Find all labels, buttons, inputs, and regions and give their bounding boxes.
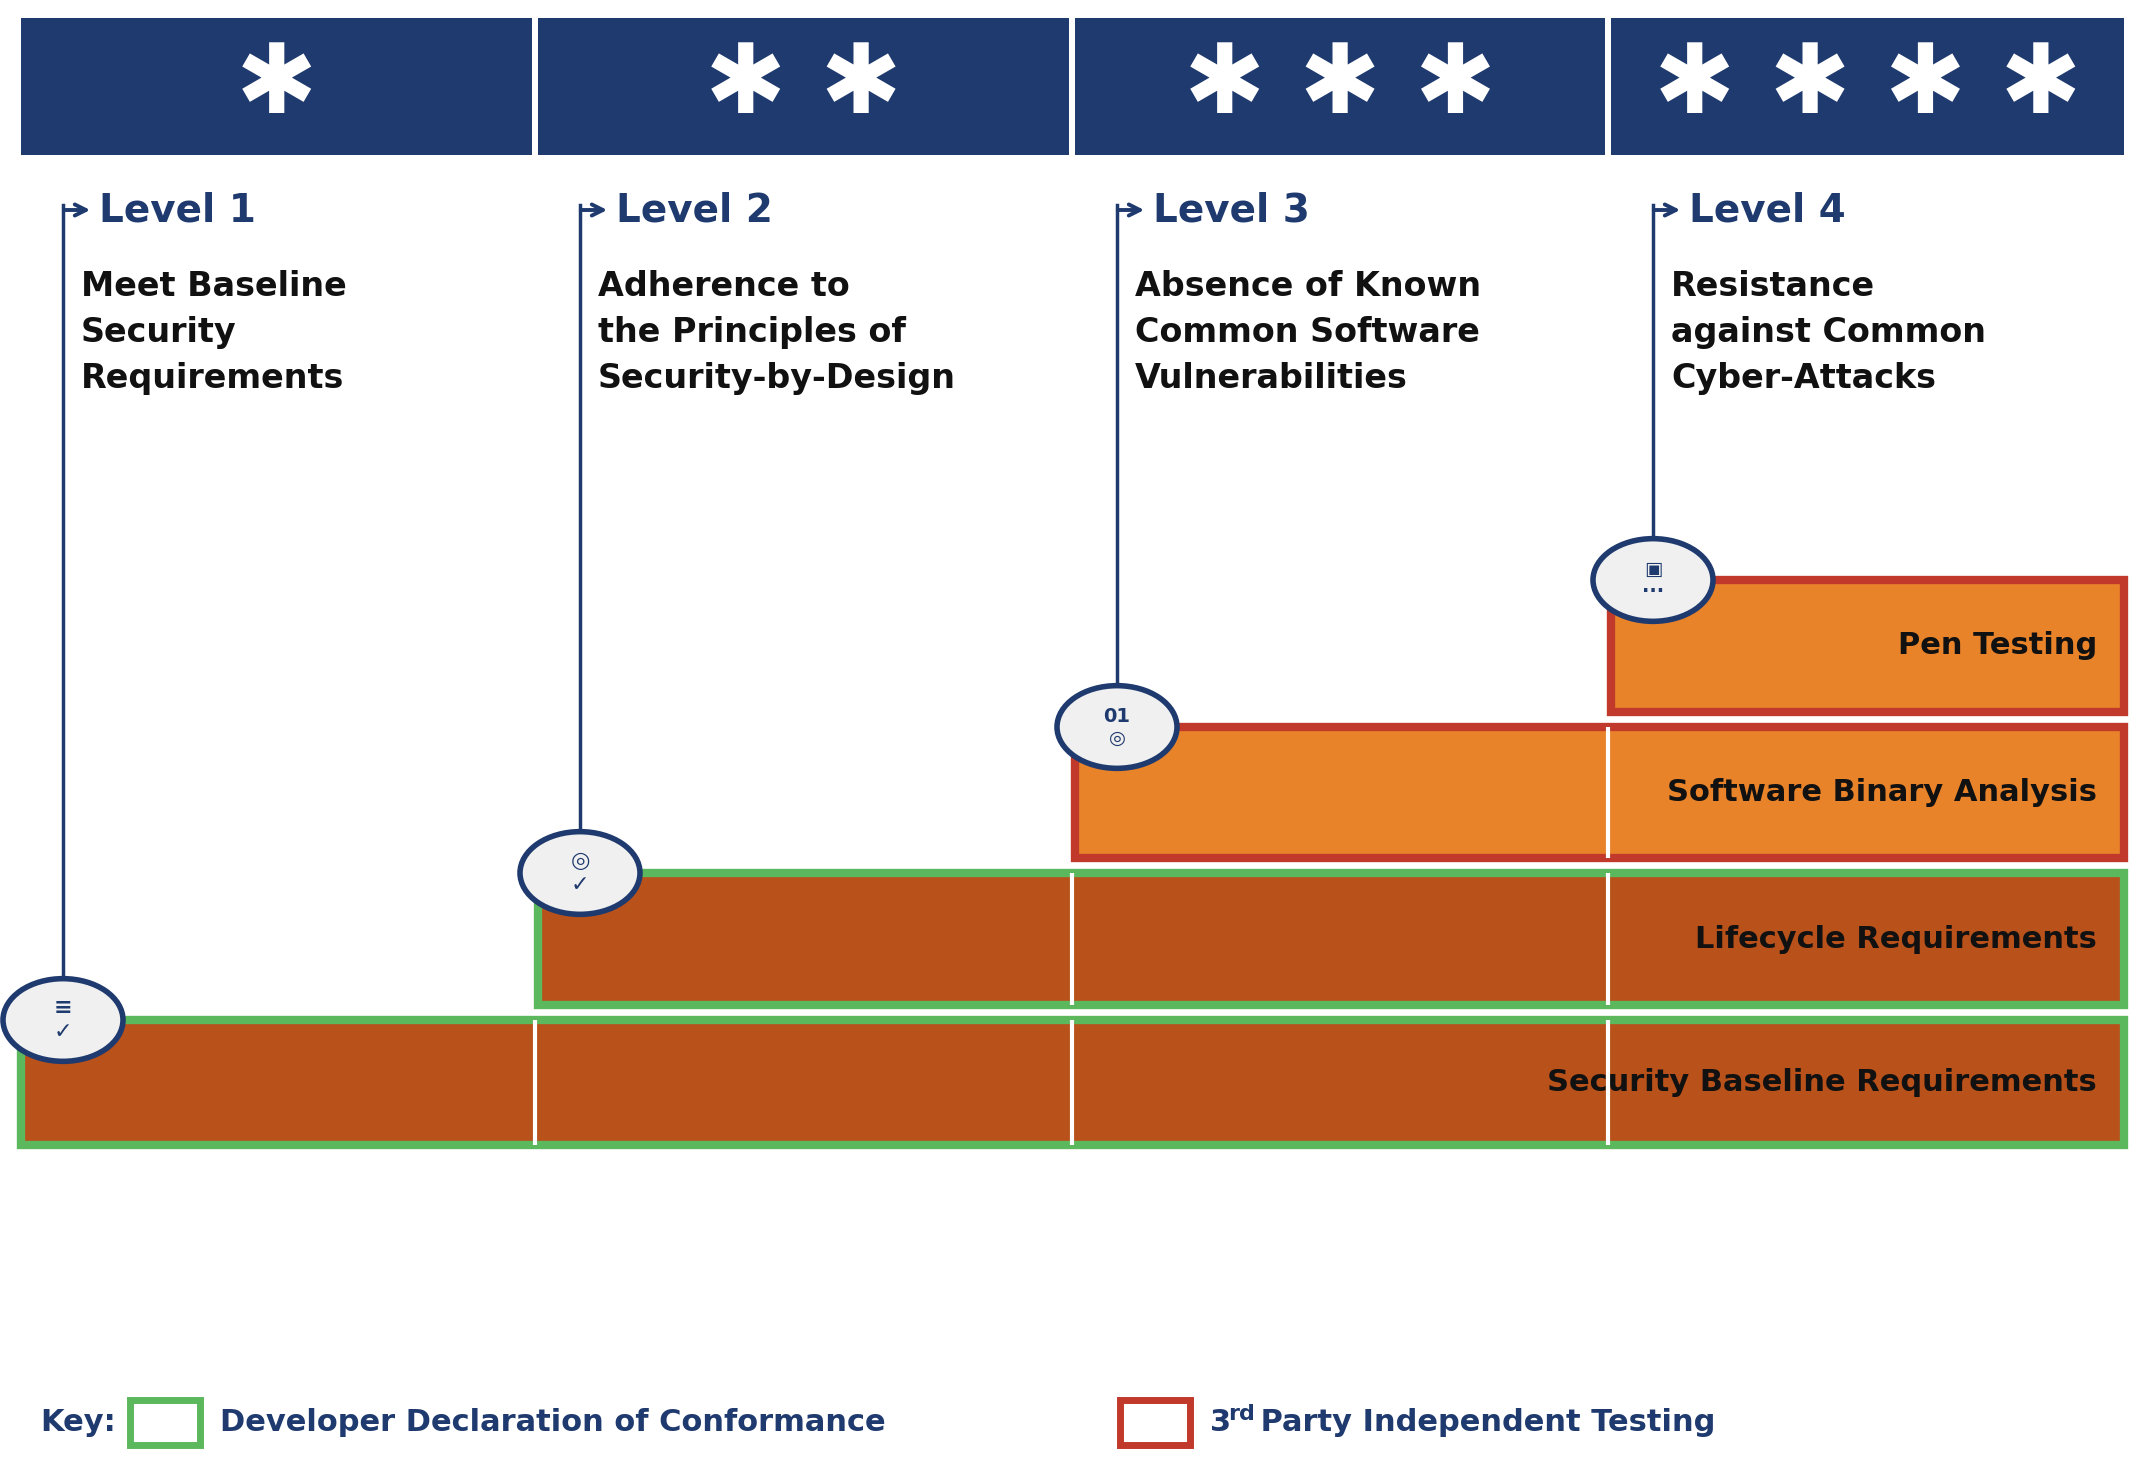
Text: ✱ ✱ ✱: ✱ ✱ ✱	[1184, 40, 1495, 133]
Circle shape	[1594, 538, 1714, 621]
Circle shape	[1057, 686, 1178, 769]
Text: ▣
···: ▣ ···	[1641, 560, 1665, 600]
Text: ✱: ✱	[236, 40, 317, 133]
Bar	[21, 18, 532, 155]
Bar	[1611, 579, 2124, 712]
Text: ✱ ✱ ✱ ✱: ✱ ✱ ✱ ✱	[1654, 40, 2081, 133]
Bar	[1075, 727, 2124, 859]
Bar	[1075, 727, 2124, 859]
Text: Pen Testing: Pen Testing	[1898, 631, 2098, 661]
Text: Meet Baseline
Security
Requirements: Meet Baseline Security Requirements	[82, 270, 347, 395]
Text: rd: rd	[1227, 1404, 1255, 1425]
Text: Level 1: Level 1	[99, 191, 255, 229]
Bar	[538, 873, 2124, 1005]
Text: 3: 3	[1210, 1409, 1231, 1437]
Text: Resistance
against Common
Cyber-Attacks: Resistance against Common Cyber-Attacks	[1671, 270, 1986, 395]
Text: Lifecycle Requirements: Lifecycle Requirements	[1695, 925, 2098, 953]
Text: ✱ ✱: ✱ ✱	[706, 40, 901, 133]
Text: Party Independent Testing: Party Independent Testing	[1251, 1409, 1716, 1437]
Bar	[131, 1400, 199, 1445]
Text: Developer Declaration of Conformance: Developer Declaration of Conformance	[221, 1409, 886, 1437]
Text: Level 4: Level 4	[1688, 191, 1845, 229]
Text: 01
◎: 01 ◎	[1103, 706, 1130, 748]
Text: Security Baseline Requirements: Security Baseline Requirements	[1547, 1069, 2098, 1097]
Circle shape	[519, 832, 639, 915]
Text: Level 3: Level 3	[1154, 191, 1311, 229]
Bar	[538, 873, 2124, 1005]
Bar	[538, 18, 1068, 155]
Bar	[1611, 18, 2124, 155]
Text: Level 2: Level 2	[616, 191, 772, 229]
Text: Software Binary Analysis: Software Binary Analysis	[1667, 777, 2098, 807]
Text: ≡
✓: ≡ ✓	[54, 999, 73, 1042]
Bar	[1611, 579, 2124, 712]
Text: ◎
✓: ◎ ✓	[571, 851, 590, 894]
Text: Key:: Key:	[41, 1409, 116, 1437]
Text: Absence of Known
Common Software
Vulnerabilities: Absence of Known Common Software Vulnera…	[1135, 270, 1482, 395]
Bar	[1075, 18, 1604, 155]
Bar	[1120, 1400, 1190, 1445]
Bar	[21, 1020, 2124, 1145]
Circle shape	[2, 978, 122, 1061]
Text: Adherence to
the Principles of
Security-by-Design: Adherence to the Principles of Security-…	[598, 270, 957, 395]
Bar	[21, 1020, 2124, 1145]
